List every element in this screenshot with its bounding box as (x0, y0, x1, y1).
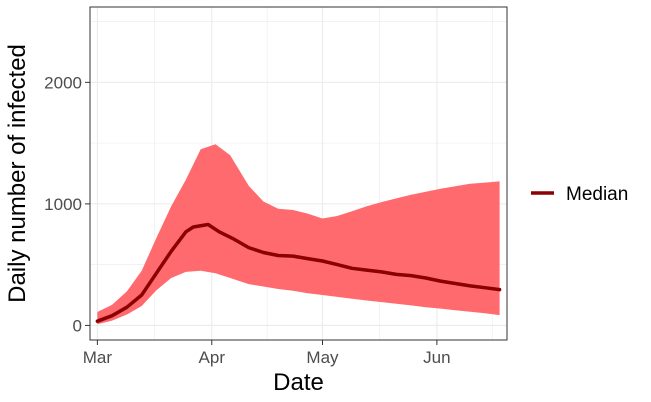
legend: Median (531, 184, 628, 205)
y-axis: 0 1000 2000 (44, 73, 90, 335)
panel-border (89, 6, 508, 341)
x-axis: Mar Apr May Jun (83, 340, 451, 367)
x-tick-label: Mar (83, 348, 113, 367)
y-tick-label: 0 (73, 316, 82, 335)
x-tick-label: Apr (199, 348, 226, 367)
y-axis-title: Daily number of infected (4, 44, 31, 303)
y-tick-label: 2000 (44, 73, 82, 92)
legend-label-median: Median (566, 184, 628, 205)
x-tick-label: May (306, 348, 339, 367)
y-tick-label: 1000 (44, 195, 82, 214)
x-tick-label: Jun (423, 348, 450, 367)
plot-panel (89, 6, 508, 341)
x-axis-title: Date (273, 369, 324, 396)
median-line (95, 222, 502, 323)
minor-gridlines (90, 7, 507, 340)
uncertainty-band (97, 144, 500, 325)
